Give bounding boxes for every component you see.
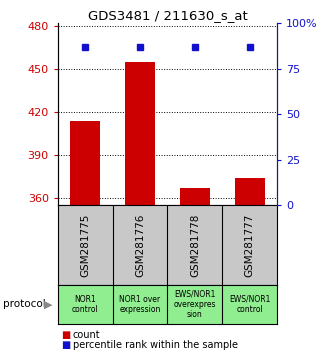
Title: GDS3481 / 211630_s_at: GDS3481 / 211630_s_at <box>87 9 248 22</box>
Bar <box>125 62 155 205</box>
Text: EWS/NOR1
overexpres
sion: EWS/NOR1 overexpres sion <box>174 290 216 319</box>
Text: ■: ■ <box>61 340 70 350</box>
Text: EWS/NOR1
control: EWS/NOR1 control <box>229 295 271 314</box>
Bar <box>180 188 210 205</box>
Bar <box>70 121 100 205</box>
Text: NOR1 over
expression: NOR1 over expression <box>119 295 161 314</box>
Text: ▶: ▶ <box>44 299 52 309</box>
Text: protocol: protocol <box>3 299 46 309</box>
Text: percentile rank within the sample: percentile rank within the sample <box>73 340 238 350</box>
Text: ■: ■ <box>61 330 70 339</box>
Bar <box>235 178 265 205</box>
Text: GSM281778: GSM281778 <box>190 213 200 277</box>
Text: count: count <box>73 330 100 339</box>
Text: GSM281776: GSM281776 <box>135 213 145 277</box>
Text: GSM281775: GSM281775 <box>80 213 90 277</box>
Text: NOR1
control: NOR1 control <box>72 295 99 314</box>
Text: GSM281777: GSM281777 <box>245 213 255 277</box>
